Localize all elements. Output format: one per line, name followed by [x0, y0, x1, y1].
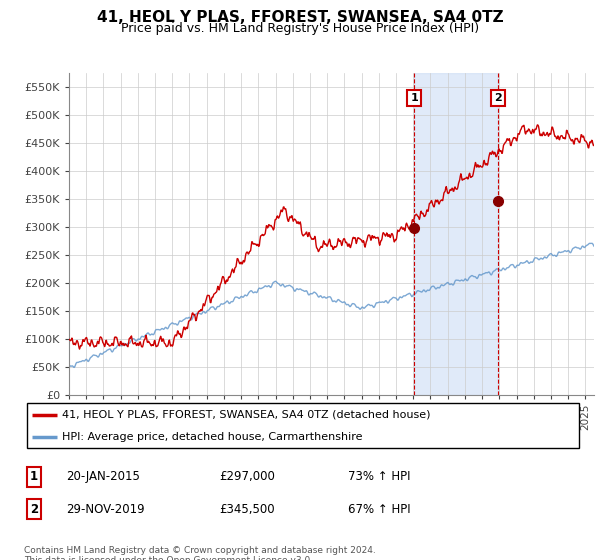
Text: Contains HM Land Registry data © Crown copyright and database right 2024.
This d: Contains HM Land Registry data © Crown c… — [24, 546, 376, 560]
Text: 41, HEOL Y PLAS, FFOREST, SWANSEA, SA4 0TZ: 41, HEOL Y PLAS, FFOREST, SWANSEA, SA4 0… — [97, 10, 503, 25]
Text: £297,000: £297,000 — [220, 470, 275, 483]
FancyBboxPatch shape — [27, 403, 579, 448]
Text: 1: 1 — [30, 470, 38, 483]
Text: Price paid vs. HM Land Registry's House Price Index (HPI): Price paid vs. HM Land Registry's House … — [121, 22, 479, 35]
Text: 73% ↑ HPI: 73% ↑ HPI — [347, 470, 410, 483]
Text: HPI: Average price, detached house, Carmarthenshire: HPI: Average price, detached house, Carm… — [62, 432, 362, 442]
Text: 20-JAN-2015: 20-JAN-2015 — [66, 470, 140, 483]
Text: 29-NOV-2019: 29-NOV-2019 — [66, 503, 145, 516]
Text: 67% ↑ HPI: 67% ↑ HPI — [347, 503, 410, 516]
Text: 2: 2 — [494, 93, 502, 103]
Text: 1: 1 — [410, 93, 418, 103]
Text: 2: 2 — [30, 503, 38, 516]
Text: 41, HEOL Y PLAS, FFOREST, SWANSEA, SA4 0TZ (detached house): 41, HEOL Y PLAS, FFOREST, SWANSEA, SA4 0… — [62, 409, 430, 419]
Bar — [414, 73, 498, 395]
Text: £345,500: £345,500 — [220, 503, 275, 516]
